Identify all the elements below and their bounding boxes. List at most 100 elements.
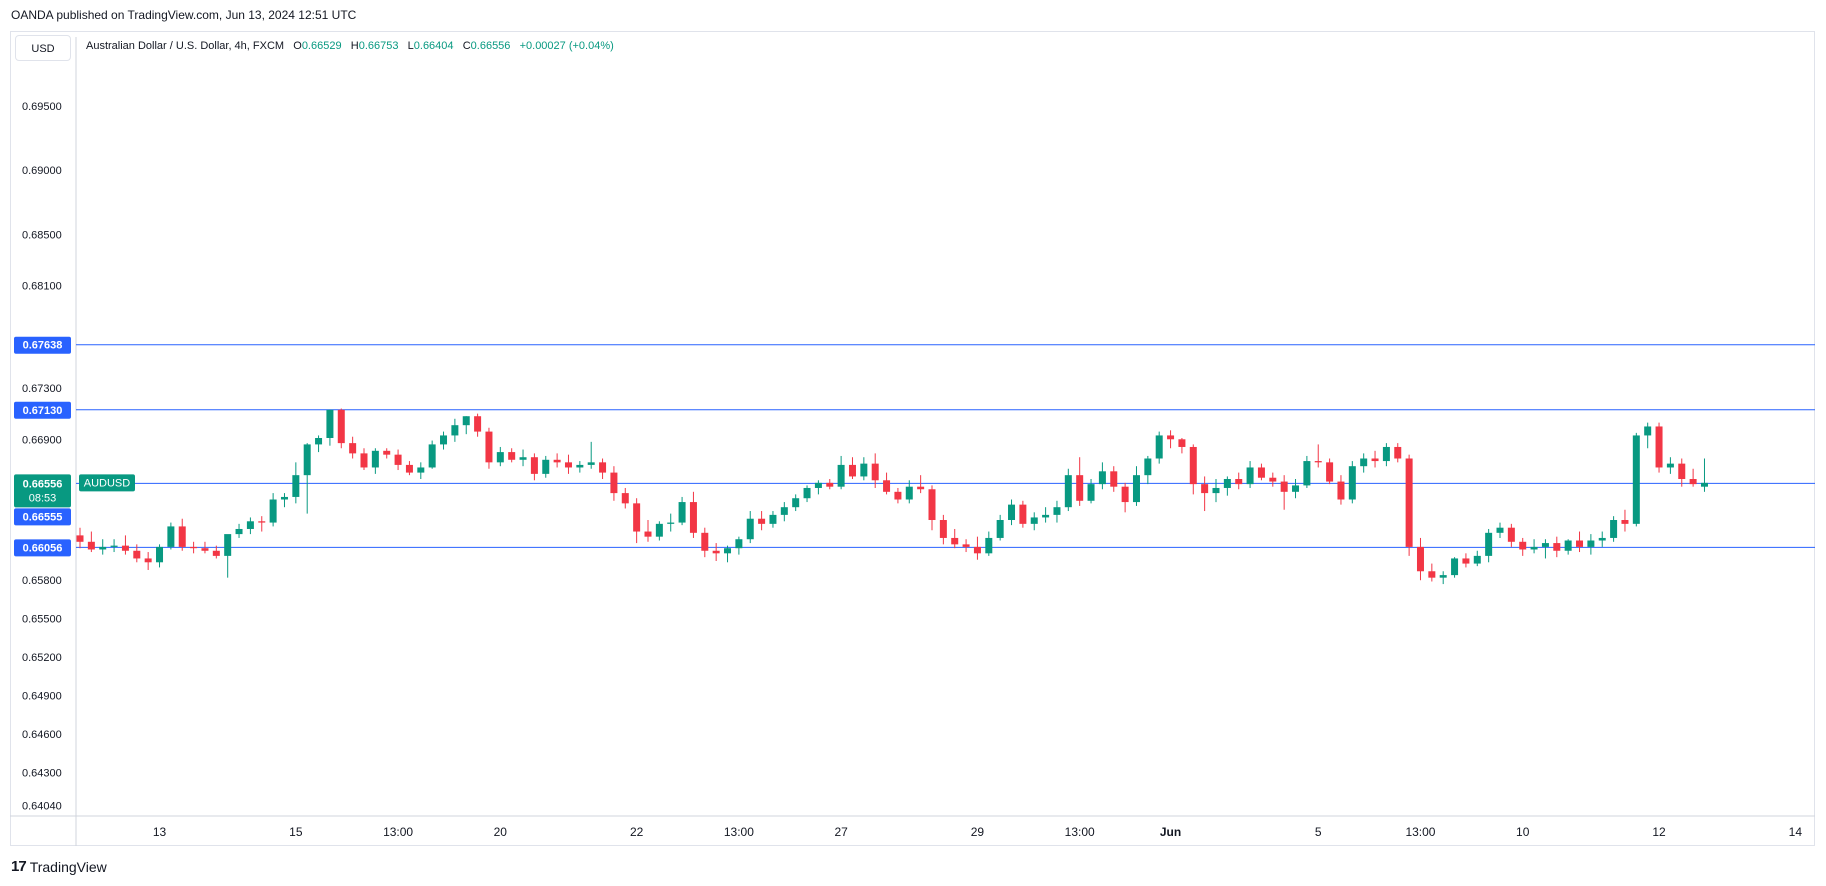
- candle-body: [883, 480, 891, 492]
- candle-body: [871, 463, 879, 481]
- candle-body: [610, 472, 618, 494]
- candle-body: [1008, 504, 1016, 521]
- candle-body: [996, 520, 1004, 538]
- candle-body: [1337, 481, 1345, 500]
- candle-body: [1598, 537, 1606, 541]
- candle-body: [1439, 575, 1447, 578]
- candle-body: [1155, 435, 1163, 459]
- candle-body: [99, 546, 107, 550]
- chart-frame: [10, 31, 1815, 846]
- tradingview-logo-icon: 17: [11, 858, 27, 875]
- candle-body: [485, 431, 493, 463]
- candle-body: [405, 464, 413, 473]
- candle-body: [269, 499, 277, 523]
- candle-body: [144, 558, 152, 563]
- candle-body: [712, 550, 720, 554]
- current-price-tag: [14, 474, 71, 508]
- candle-body: [1076, 475, 1084, 501]
- candle-body: [837, 464, 845, 487]
- x-tick-label: 13:00: [1065, 825, 1095, 839]
- candle-body: [917, 486, 925, 490]
- candle-body: [190, 546, 198, 549]
- candle-body: [1473, 555, 1481, 564]
- candle-body: [1371, 458, 1379, 462]
- candle-body: [1405, 458, 1413, 547]
- close-value: 0.66556: [470, 40, 511, 52]
- candle-body: [1394, 446, 1402, 459]
- x-tick-label: 12: [1652, 825, 1666, 839]
- candle-body: [440, 435, 448, 445]
- close-label: C: [462, 40, 471, 52]
- candle-body: [394, 454, 402, 465]
- candle-body: [1576, 540, 1584, 547]
- candle-body: [814, 482, 822, 488]
- candle-body: [678, 502, 686, 523]
- candle-body: [121, 545, 129, 551]
- tradingview-brand: TradingView: [29, 858, 107, 875]
- candle-body: [212, 550, 220, 556]
- candle-body: [1610, 520, 1618, 538]
- candle-body: [962, 544, 970, 547]
- high-label: H: [350, 40, 359, 52]
- candle-body: [1689, 479, 1697, 485]
- x-tick-label: 22: [630, 825, 644, 839]
- candle-body: [1314, 461, 1322, 463]
- candle-body: [303, 444, 311, 476]
- candle-body: [1144, 458, 1152, 476]
- candle-body: [848, 464, 856, 477]
- candle-body: [655, 523, 663, 537]
- y-tick-label: 0.68100: [22, 281, 62, 293]
- y-tick-label: 0.69500: [22, 101, 62, 113]
- x-tick-label: 13:00: [1405, 825, 1435, 839]
- candle-body: [985, 537, 993, 554]
- open-value: 0.66529: [301, 40, 342, 52]
- x-tick-label: 29: [971, 825, 985, 839]
- y-tick-label: 0.67300: [22, 383, 62, 395]
- candle-body: [360, 453, 368, 468]
- candle-body: [894, 491, 902, 500]
- candle-body: [1326, 462, 1334, 482]
- low-label: L: [407, 40, 414, 52]
- x-tick-label: 13: [153, 825, 167, 839]
- candle-body: [1564, 540, 1572, 551]
- candle-body: [1030, 517, 1038, 524]
- candle-body: [1257, 467, 1265, 478]
- currency-button[interactable]: USD: [15, 35, 71, 61]
- candle-body: [724, 548, 732, 554]
- candle-body: [633, 503, 641, 532]
- candle-body: [1644, 426, 1652, 436]
- y-tick-label: 0.65500: [22, 614, 62, 626]
- candle-body: [1348, 466, 1356, 500]
- level-price-label: 0.67130: [23, 405, 63, 417]
- candle-body: [1132, 475, 1140, 503]
- candle-body: [201, 548, 209, 551]
- candle-body: [1666, 463, 1674, 468]
- candle-body: [508, 452, 516, 460]
- candle-body: [167, 526, 175, 547]
- candle-body: [224, 534, 232, 556]
- candle-body: [1178, 439, 1186, 447]
- candle-body: [564, 462, 572, 468]
- candle-body: [133, 550, 141, 559]
- candle-body: [542, 459, 550, 474]
- candle-body: [87, 541, 95, 550]
- candle-body: [462, 416, 470, 426]
- candle-body: [76, 535, 84, 542]
- prev-close-label: 0.66555: [23, 511, 63, 523]
- candle-body: [1121, 486, 1129, 503]
- countdown-label: 08:53: [29, 492, 57, 504]
- symbol-legend: Australian Dollar / U.S. Dollar, 4h, FXC…: [86, 40, 614, 52]
- candle-body: [826, 482, 834, 487]
- candle-body: [1519, 541, 1527, 550]
- y-tick-label: 0.69000: [22, 165, 62, 177]
- candle-body: [735, 539, 743, 549]
- change-value: +0.00027 (+0.04%): [519, 40, 614, 52]
- candle-body: [1485, 532, 1493, 556]
- candle-body: [951, 537, 959, 545]
- candle-body: [474, 416, 482, 432]
- candle-body: [337, 409, 345, 444]
- candle-body: [1053, 507, 1061, 515]
- candle-body: [292, 475, 300, 497]
- candle-body: [1507, 527, 1515, 542]
